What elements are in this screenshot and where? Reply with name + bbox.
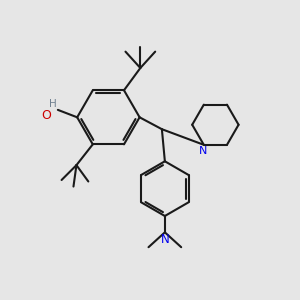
Text: H: H: [49, 99, 56, 109]
Text: N: N: [198, 146, 207, 156]
Text: O: O: [41, 109, 51, 122]
Text: N: N: [160, 233, 169, 246]
